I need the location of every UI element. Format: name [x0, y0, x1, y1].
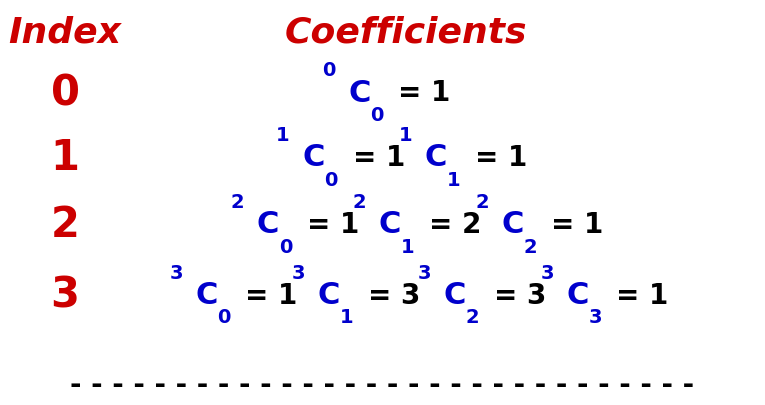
Text: 1: 1 — [399, 126, 412, 145]
Text: 1: 1 — [447, 171, 461, 190]
Text: = 2: = 2 — [429, 211, 481, 239]
Text: C: C — [379, 210, 402, 239]
Text: 0: 0 — [278, 238, 292, 256]
Text: 0: 0 — [370, 106, 384, 125]
Text: 1: 1 — [340, 309, 353, 327]
Text: 3: 3 — [540, 264, 554, 283]
Text: 3: 3 — [169, 264, 183, 283]
Text: = 1: = 1 — [246, 281, 298, 310]
Text: 2: 2 — [230, 193, 244, 212]
Text: Index: Index — [8, 15, 122, 49]
Text: 2: 2 — [353, 193, 366, 212]
Text: = 1: = 1 — [353, 144, 405, 172]
Text: = 1: = 1 — [399, 79, 451, 107]
Text: C: C — [348, 79, 371, 108]
Text: = 1: = 1 — [552, 211, 604, 239]
Text: C: C — [256, 210, 279, 239]
Text: C: C — [195, 281, 218, 310]
Text: 2: 2 — [466, 309, 480, 327]
Text: 1: 1 — [276, 126, 290, 145]
Text: 0: 0 — [322, 62, 336, 80]
Text: C: C — [302, 143, 325, 173]
Text: 0: 0 — [50, 72, 80, 114]
Text: 3: 3 — [291, 264, 305, 283]
Text: 1: 1 — [401, 238, 415, 256]
Text: = 1: = 1 — [617, 281, 669, 310]
Text: = 3: = 3 — [494, 281, 546, 310]
Text: 3: 3 — [588, 309, 602, 327]
Text: - - - - - - - - - - - - - - - - - - - - - - - - - - - - - -: - - - - - - - - - - - - - - - - - - - - … — [70, 371, 695, 399]
Text: C: C — [501, 210, 524, 239]
Text: = 1: = 1 — [307, 211, 359, 239]
Text: C: C — [444, 281, 467, 310]
Text: 2: 2 — [50, 204, 80, 246]
Text: C: C — [317, 281, 340, 310]
Text: = 3: = 3 — [368, 281, 420, 310]
Text: 1: 1 — [50, 137, 80, 179]
Text: 0: 0 — [324, 171, 338, 190]
Text: 2: 2 — [475, 193, 489, 212]
Text: 3: 3 — [418, 264, 431, 283]
Text: C: C — [425, 143, 448, 173]
Text: 0: 0 — [217, 309, 231, 327]
Text: C: C — [566, 281, 589, 310]
Text: 2: 2 — [523, 238, 537, 256]
Text: 3: 3 — [50, 275, 80, 317]
Text: Coefficients: Coefficients — [285, 15, 526, 49]
Text: = 1: = 1 — [475, 144, 527, 172]
